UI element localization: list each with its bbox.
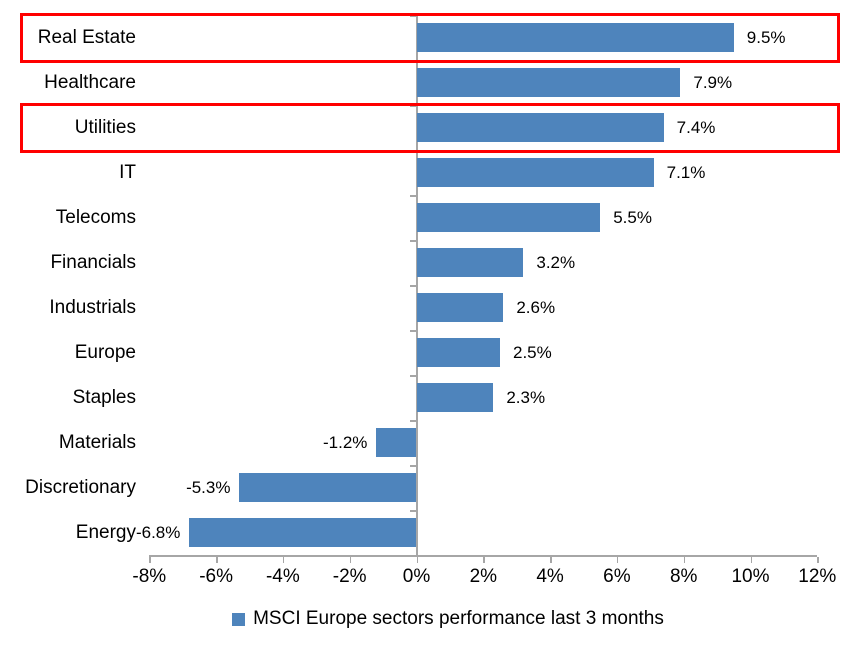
category-label: Telecoms xyxy=(55,207,136,228)
category-label: Discretionary xyxy=(25,477,136,498)
x-tick-label: -2% xyxy=(332,566,367,587)
x-tick-label: 8% xyxy=(669,566,698,587)
category-axis-tick xyxy=(409,420,417,422)
highlight-box-real-estate xyxy=(20,13,840,63)
x-tick-label: 12% xyxy=(798,566,837,587)
x-tick-label: -6% xyxy=(199,566,233,587)
x-axis-tick xyxy=(750,557,752,563)
category-label: Energy xyxy=(75,522,136,543)
x-tick-label: 2% xyxy=(469,566,498,587)
category-label: Materials xyxy=(58,432,136,453)
bar xyxy=(416,383,494,412)
value-label: 7.1% xyxy=(666,163,706,182)
category-label: Industrials xyxy=(49,297,136,318)
value-label: 2.6% xyxy=(516,298,556,317)
bar xyxy=(416,338,500,367)
value-label: 2.5% xyxy=(513,343,552,362)
x-axis-tick xyxy=(817,557,819,563)
category-axis-tick xyxy=(409,240,417,242)
category-label: Financials xyxy=(50,252,136,273)
value-label: 7.9% xyxy=(693,73,733,92)
x-axis-tick xyxy=(616,557,619,563)
bar xyxy=(416,23,734,52)
value-label: 9.5% xyxy=(746,28,786,47)
x-axis-tick xyxy=(282,557,285,563)
category-axis-tick xyxy=(409,330,417,332)
category-label: Healthcare xyxy=(44,72,136,93)
x-tick-label: 6% xyxy=(603,566,631,587)
value-label: 5.5% xyxy=(613,208,652,227)
y-zero-line xyxy=(415,15,418,555)
value-label: 3.2% xyxy=(536,253,576,272)
value-label: -6.8% xyxy=(135,523,181,542)
x-axis-tick xyxy=(683,557,686,563)
bar xyxy=(376,428,417,457)
category-label: Utilities xyxy=(74,117,136,138)
legend-swatch-icon xyxy=(232,612,246,626)
x-tick-label: -4% xyxy=(265,566,300,587)
category-axis-tick xyxy=(409,195,417,197)
category-label: Staples xyxy=(72,387,136,408)
x-tick-label: 10% xyxy=(731,566,770,587)
x-tick-label: -8% xyxy=(132,566,167,587)
value-label: 2.3% xyxy=(506,388,546,407)
category-label: Europe xyxy=(74,342,136,363)
category-label: IT xyxy=(119,162,136,183)
value-label: -5.3% xyxy=(186,478,231,497)
highlight-box-utilities xyxy=(20,103,840,153)
legend: MSCI Europe sectors performance last 3 m… xyxy=(0,608,852,630)
x-axis-tick xyxy=(349,557,352,563)
bar xyxy=(416,203,601,232)
x-axis-tick xyxy=(416,557,418,563)
category-axis-tick xyxy=(409,285,417,287)
x-tick-label: 0% xyxy=(402,566,431,587)
bar xyxy=(416,248,524,277)
x-axis-tick xyxy=(216,557,218,563)
bar xyxy=(416,113,664,142)
category-axis-tick xyxy=(409,465,417,467)
bar xyxy=(416,293,504,322)
category-label: Real Estate xyxy=(37,27,136,48)
bar xyxy=(239,473,417,502)
value-label: 7.4% xyxy=(676,118,716,137)
bar xyxy=(416,68,681,97)
category-axis-tick xyxy=(409,510,417,512)
category-axis-tick xyxy=(409,375,417,377)
legend-label: MSCI Europe sectors performance last 3 m… xyxy=(253,608,664,629)
bar xyxy=(189,518,417,547)
bar xyxy=(416,158,654,187)
x-axis-tick xyxy=(550,557,552,563)
value-label: -1.2% xyxy=(323,433,368,452)
category-axis-tick xyxy=(409,555,417,557)
x-tick-label: 4% xyxy=(536,566,564,587)
x-axis-tick xyxy=(149,557,151,563)
x-axis-line xyxy=(149,555,818,557)
x-axis-tick xyxy=(483,557,485,563)
